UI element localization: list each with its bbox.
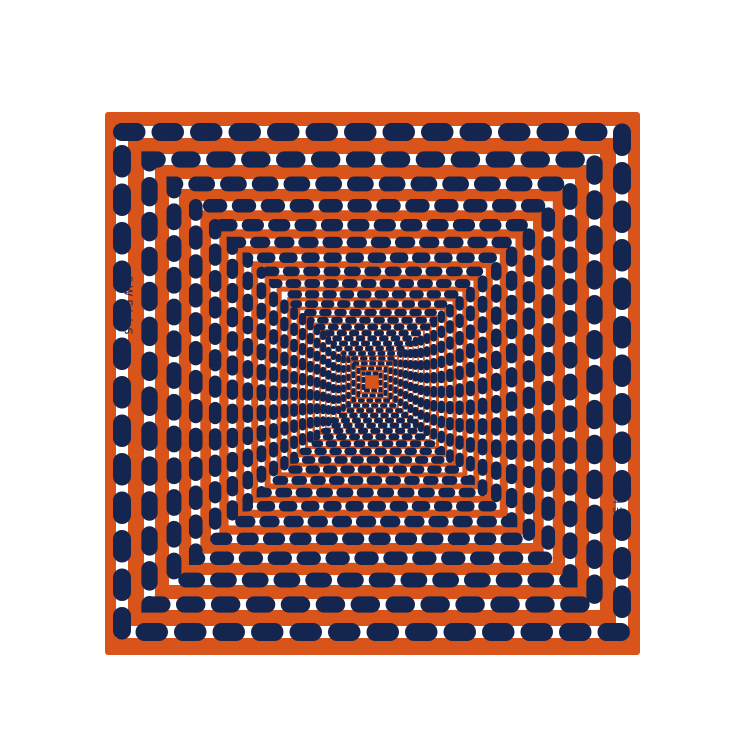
pattern-ring <box>188 198 556 566</box>
brand-label-left: SWELLS <box>121 275 135 338</box>
pattern-ring <box>335 345 409 419</box>
pattern-ring <box>256 266 488 498</box>
pattern-ring <box>166 176 578 588</box>
brand-label-right: SWELLS <box>611 475 625 538</box>
pattern-ring <box>351 361 393 403</box>
pattern-ring <box>361 371 383 393</box>
pattern-ring <box>141 151 603 613</box>
pattern-ring <box>330 340 414 424</box>
pattern-ring <box>306 316 438 448</box>
pattern-ring <box>280 290 464 474</box>
pattern-ring <box>313 323 431 441</box>
pattern-ring <box>356 366 388 398</box>
pattern-ring <box>299 309 445 455</box>
pattern-ring <box>208 218 536 546</box>
pattern-ring <box>269 279 475 485</box>
pattern-ring <box>320 330 424 434</box>
pattern-ring <box>226 236 518 528</box>
pattern-ring <box>341 351 403 413</box>
pattern-ring <box>242 252 502 512</box>
pattern-ring <box>325 335 419 429</box>
pattern-ring <box>290 300 454 464</box>
pattern-ring <box>346 356 398 408</box>
pattern-ring <box>113 123 631 641</box>
